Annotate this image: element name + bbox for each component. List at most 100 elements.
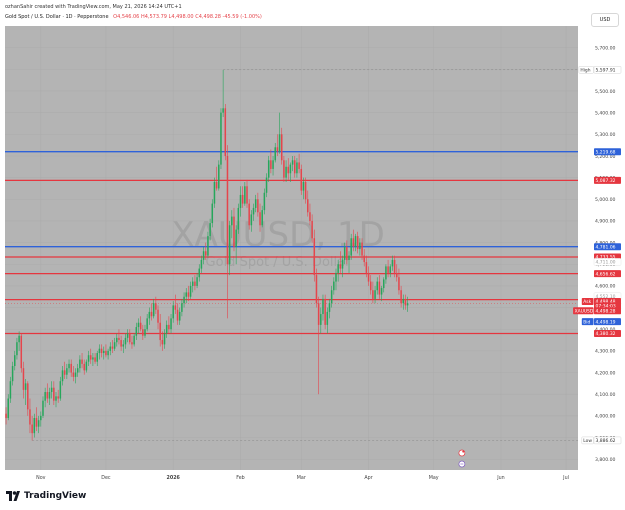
candle (124, 333, 127, 349)
candle (311, 214, 313, 243)
candle-body (346, 246, 348, 260)
candle (387, 259, 389, 278)
candle (320, 307, 322, 334)
candle-body (100, 348, 103, 354)
candle-body (404, 298, 407, 306)
candle (24, 379, 27, 406)
candle-body (116, 337, 118, 343)
candle (315, 268, 318, 308)
candle-body (14, 355, 16, 367)
candle-body (291, 160, 294, 165)
candle-body (363, 255, 365, 263)
candle-body (22, 368, 25, 390)
price-tick-label: 5,700.00 (595, 45, 616, 51)
candle-body (146, 318, 148, 330)
candle-body (96, 353, 99, 362)
price-tag-box (594, 243, 621, 251)
candle (183, 292, 185, 308)
candle-body (244, 186, 246, 204)
candle-body (400, 290, 402, 304)
candle (53, 381, 55, 406)
candle-body (40, 415, 42, 421)
candle (150, 303, 153, 321)
candle-body (270, 160, 272, 169)
candle (85, 359, 88, 373)
candle (333, 277, 335, 295)
candle (200, 255, 203, 273)
candle (170, 314, 172, 334)
candle-body (122, 344, 125, 347)
candle-body (222, 108, 224, 113)
candle-body (50, 387, 53, 393)
candle (44, 387, 46, 408)
price-tag-label: Bid (583, 319, 590, 325)
candle-body (85, 361, 88, 371)
candle (287, 158, 290, 180)
candle-body (194, 281, 196, 286)
candle (293, 155, 296, 178)
candle (14, 350, 16, 371)
candle (291, 155, 294, 172)
currency-button[interactable]: USD (591, 13, 619, 27)
candle-body (396, 272, 398, 278)
candle-body (42, 400, 44, 416)
candle-body (231, 216, 233, 226)
candle (61, 366, 64, 386)
candle (118, 329, 120, 345)
candle (307, 190, 309, 217)
candle-body (356, 236, 359, 250)
candle-body (380, 288, 383, 295)
candle (335, 268, 337, 291)
candle (81, 353, 83, 369)
candle (391, 255, 394, 271)
price-tick-label: 4,200.00 (595, 370, 616, 376)
price-tag-label-box (578, 66, 594, 74)
price-tag: 3,886.62 Low (581, 436, 622, 444)
candle (246, 179, 248, 208)
candle-body (59, 381, 62, 399)
candle-body (382, 279, 385, 289)
price-tag: 4,380.32 (594, 329, 621, 337)
candle (55, 392, 57, 408)
candle (272, 155, 274, 176)
candle (142, 324, 144, 341)
candle-body (330, 290, 333, 304)
candle (5, 407, 7, 425)
candle (70, 359, 72, 377)
candle-body (111, 346, 114, 349)
candle-body (341, 259, 344, 269)
candle-body (335, 272, 337, 282)
candle (16, 337, 18, 360)
candle (365, 255, 368, 278)
candle-body (226, 155, 229, 265)
candle-body (107, 350, 109, 356)
candle-body (131, 342, 133, 345)
candle (278, 112, 281, 154)
candle (63, 361, 66, 380)
candle-body (200, 259, 203, 269)
candle-body (61, 370, 64, 382)
candle (94, 353, 96, 364)
candle-body (359, 242, 361, 250)
candle (289, 162, 292, 182)
price-tag: 4,498.19 Bid (581, 318, 621, 326)
candle-body (94, 357, 96, 362)
candle (89, 348, 92, 364)
candle (239, 186, 242, 217)
candle-body (250, 214, 253, 226)
price-tag-value: 4,498.28 (596, 309, 616, 315)
candle-body (152, 303, 155, 317)
candle-body (165, 324, 168, 334)
candle-body (328, 303, 331, 312)
candle-body (272, 160, 274, 169)
candle (348, 251, 350, 273)
price-tick-label: 5,300.00 (595, 132, 616, 138)
candle-body (57, 396, 59, 399)
candle (107, 348, 109, 360)
candle-body (74, 372, 77, 377)
price-tag-box (594, 318, 621, 326)
price-tag-label-box (581, 297, 594, 305)
candle-body (387, 266, 389, 273)
candle-body (176, 309, 179, 321)
